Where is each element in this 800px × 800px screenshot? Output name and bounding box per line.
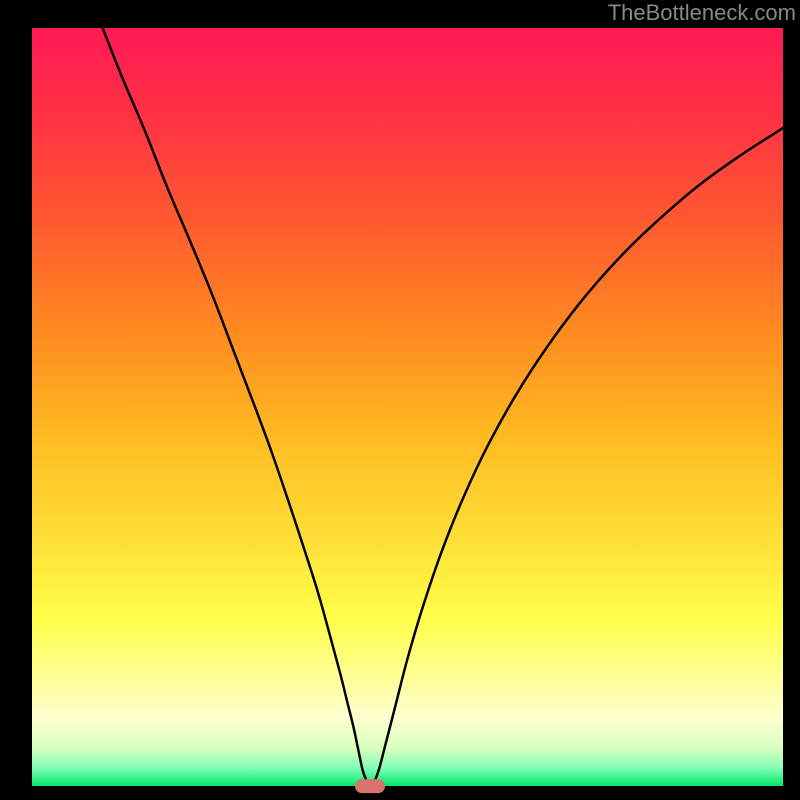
bottleneck-chart: TheBottleneck.com [0,0,800,800]
watermark-text: TheBottleneck.com [608,0,796,26]
plot-area [32,28,783,786]
bottleneck-curve [32,28,783,786]
optimal-point-marker [355,779,385,793]
